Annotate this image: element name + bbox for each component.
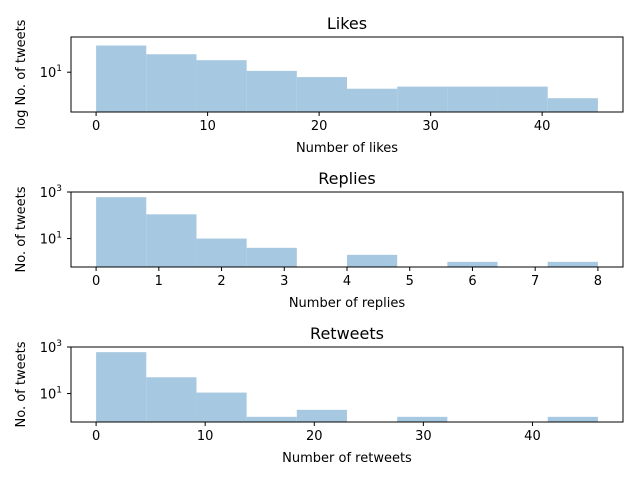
x-tick-label: 20	[306, 429, 323, 444]
histogram-bar	[196, 60, 247, 112]
x-tick-label: 8	[594, 274, 602, 289]
histogram-bar	[397, 416, 448, 422]
x-tick-label: 0	[92, 429, 100, 444]
x-axis-label: Number of likes	[296, 141, 398, 156]
x-tick-label: 7	[531, 274, 539, 289]
histogram-bar	[246, 247, 297, 267]
histogram-bar	[146, 54, 197, 112]
x-tick-label: 10	[199, 119, 216, 134]
y-tick-label: 103	[40, 184, 62, 201]
plot-frame	[70, 36, 624, 113]
x-axis-label: Number of retweets	[282, 451, 412, 466]
x-tick-label: 3	[280, 274, 288, 289]
subplot-title: Replies	[318, 169, 375, 188]
histogram-bar	[547, 416, 598, 422]
histogram-bar	[196, 238, 247, 267]
histogram-bar	[397, 86, 448, 112]
subplot-retweets: 0 10 20 30 40 101 103 Retweets Number of retweet…	[14, 324, 624, 466]
histogram-bar	[347, 254, 398, 267]
histogram-bar	[296, 77, 347, 112]
x-tick-label: 2	[217, 274, 225, 289]
x-tick-label: 30	[422, 119, 439, 134]
histogram-bar	[146, 214, 197, 267]
y-axis-label: No. of tweets	[14, 186, 29, 272]
subplot-likes: 0 10 20 30 40 101 Likes Number of likes log No. …	[14, 14, 624, 156]
x-tick-label: 0	[92, 274, 100, 289]
y-axis-label: log No. of tweets	[14, 19, 29, 129]
y-tick-label: 101	[40, 64, 62, 81]
x-tick-label: 40	[524, 429, 541, 444]
x-tick-label: 10	[197, 429, 214, 444]
histogram-bar	[246, 416, 297, 422]
subplot-title: Likes	[327, 14, 367, 33]
histogram-bar	[447, 261, 498, 267]
histogram-bar	[246, 70, 297, 112]
histogram-bar	[296, 409, 347, 422]
y-tick-label: 101	[40, 231, 62, 248]
x-tick-label: 20	[311, 119, 328, 134]
histogram-bar	[96, 197, 147, 267]
x-tick-label: 40	[534, 119, 551, 134]
subplot-title: Retweets	[310, 324, 384, 343]
histogram-bar	[96, 352, 147, 422]
y-tick-label: 101	[40, 386, 62, 403]
x-tick-label: 0	[92, 119, 100, 134]
x-tick-label: 5	[406, 274, 414, 289]
x-tick-label: 4	[343, 274, 351, 289]
x-axis-label: Number of replies	[289, 296, 406, 311]
histogram-bar	[96, 45, 147, 112]
plot-frame	[70, 346, 624, 423]
y-tick-label: 103	[40, 339, 62, 356]
y-axis-label: No. of tweets	[14, 341, 29, 427]
x-tick-label: 1	[155, 274, 163, 289]
histogram-bar	[547, 98, 598, 112]
subplot-replies: 0 1 2 3 4 5 6 7 8 101 103 Replies Number of replies N…	[14, 169, 624, 311]
histogram-bar	[347, 88, 398, 112]
histogram-bar	[547, 261, 598, 267]
x-tick-label: 6	[468, 274, 476, 289]
histogram-bar	[196, 392, 247, 422]
x-tick-label: 30	[415, 429, 432, 444]
histogram-bar	[497, 86, 548, 112]
histogram-bar	[447, 86, 498, 112]
histogram-bar	[146, 377, 197, 422]
